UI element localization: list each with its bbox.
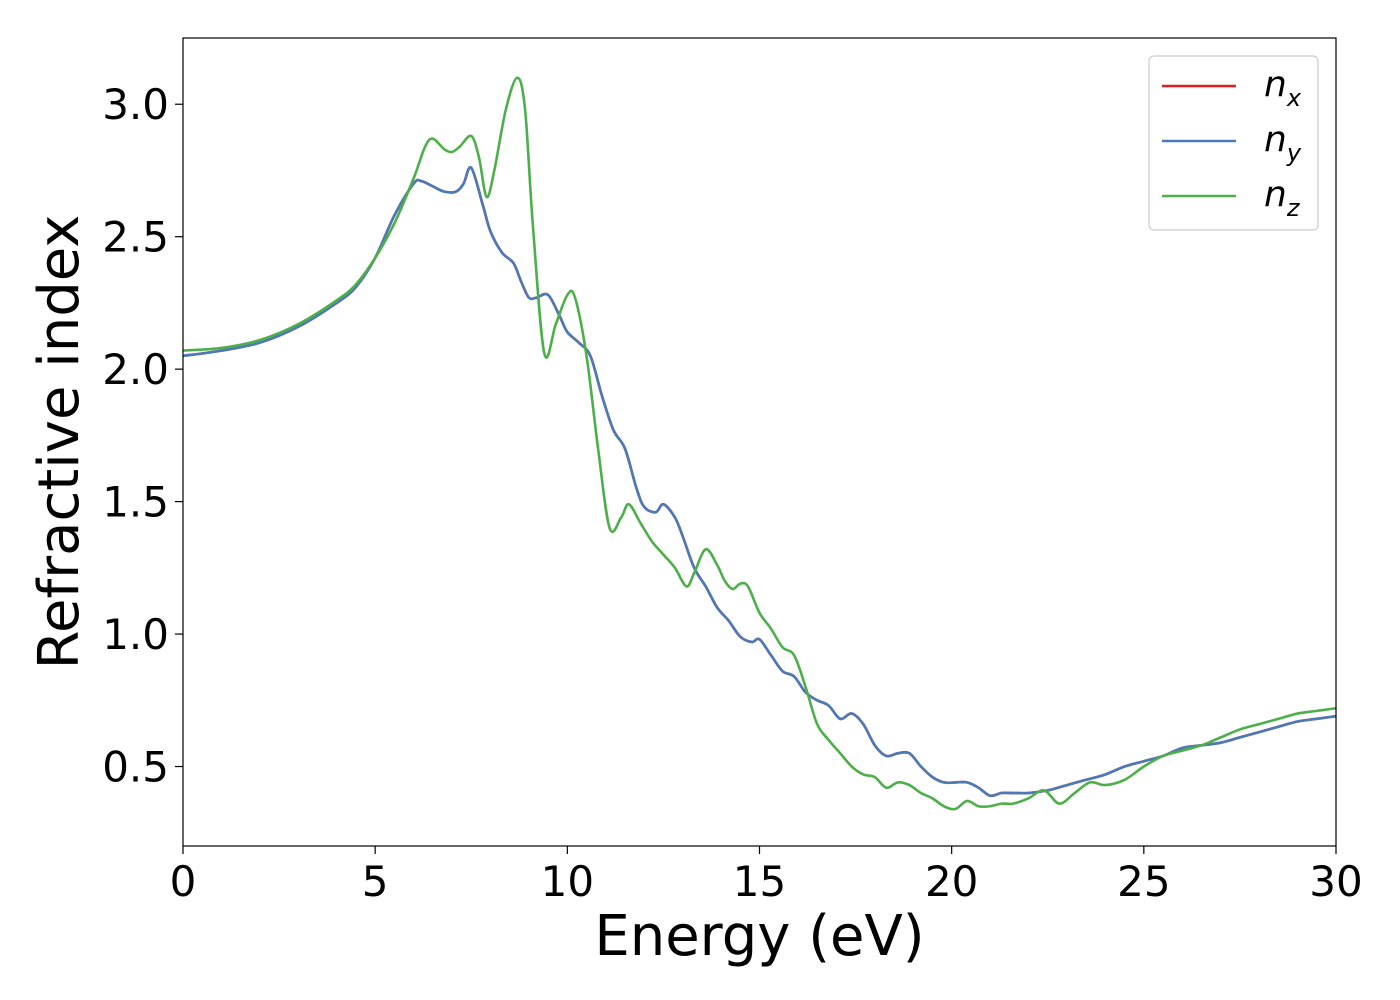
y-axis-label: Refractive index bbox=[27, 215, 92, 670]
y-tick-label: 1.5 bbox=[102, 478, 169, 527]
series-lines bbox=[183, 76, 1336, 811]
x-tick-label: 10 bbox=[541, 857, 594, 906]
series-line-nz bbox=[183, 76, 1336, 811]
x-tick-label: 30 bbox=[1309, 857, 1362, 906]
x-tick-label: 15 bbox=[733, 857, 786, 906]
x-tick-label: 0 bbox=[170, 857, 197, 906]
y-tick-label: 1.0 bbox=[102, 610, 169, 659]
x-tick-label: 5 bbox=[362, 857, 389, 906]
y-tick-label: 3.0 bbox=[102, 80, 169, 129]
legend-label-sub: y bbox=[1286, 139, 1302, 167]
legend-label-main: n bbox=[1264, 64, 1287, 105]
legend-label-main: n bbox=[1264, 119, 1287, 160]
legend-box bbox=[1148, 55, 1319, 231]
x-tick-label: 25 bbox=[1117, 857, 1170, 906]
legend-label-sub: z bbox=[1286, 194, 1301, 222]
y-tick-label: 2.0 bbox=[102, 345, 169, 394]
legend-label-main: n bbox=[1264, 174, 1287, 215]
legend-label-nx: nx bbox=[1264, 64, 1302, 112]
legend-label-sub: x bbox=[1286, 84, 1302, 112]
legend-label-nz: nz bbox=[1264, 174, 1301, 222]
series-line-ny bbox=[183, 166, 1336, 798]
legend-label-ny: ny bbox=[1264, 119, 1302, 167]
x-axis-label: Energy (eV) bbox=[594, 904, 924, 969]
y-axis-ticks: 0.5 1.0 1.5 2.0 2.5 3.0 bbox=[102, 80, 183, 792]
x-tick-label: 20 bbox=[925, 857, 978, 906]
y-tick-label: 2.5 bbox=[102, 213, 169, 262]
y-tick-label: 0.5 bbox=[102, 743, 169, 792]
x-axis-ticks: 0 5 10 15 20 25 30 bbox=[170, 846, 1363, 906]
